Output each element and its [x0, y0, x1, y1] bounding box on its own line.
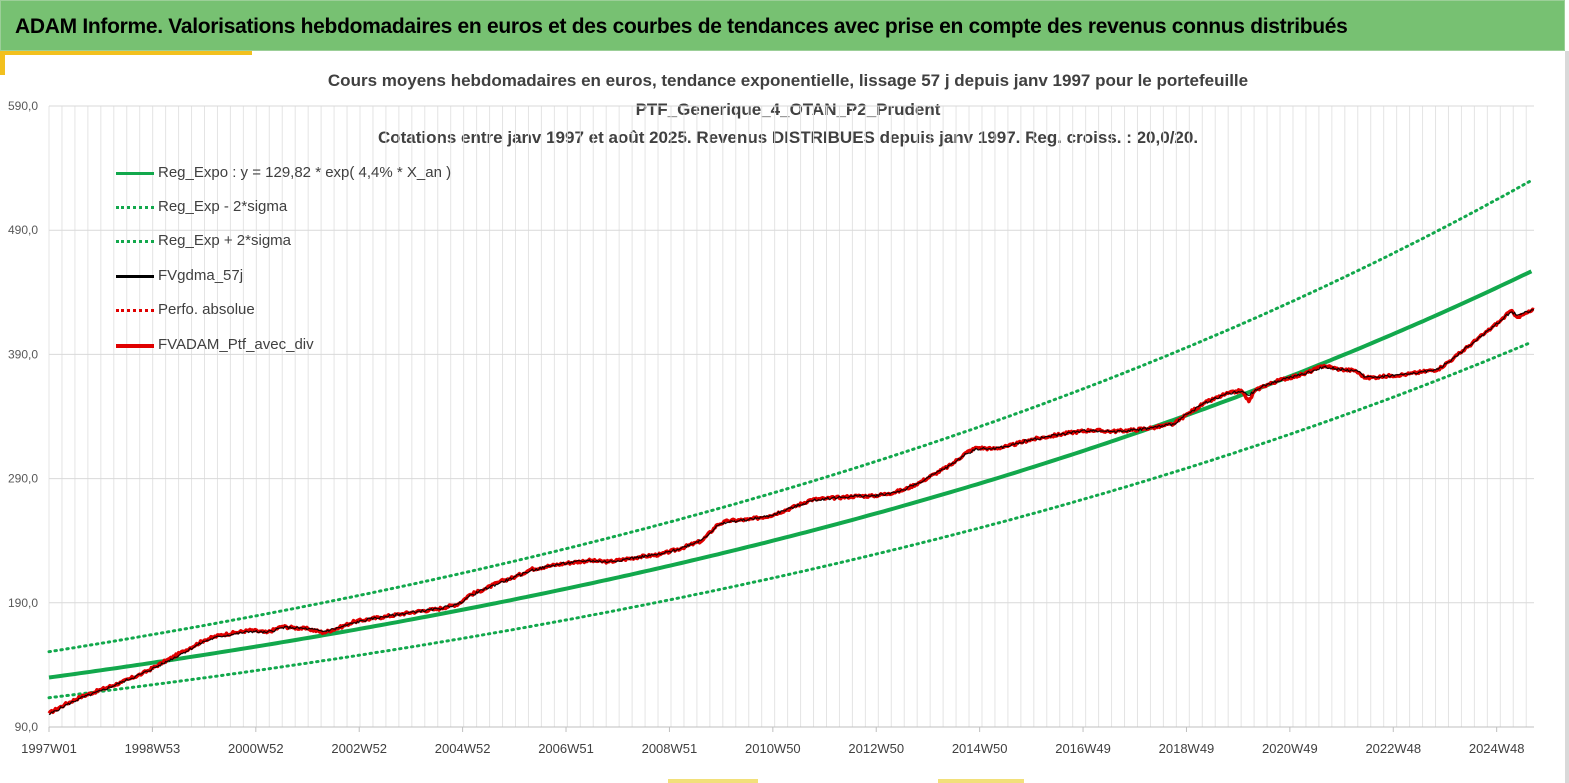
x-tick-label: 2012W50	[848, 741, 904, 756]
accent-bar-bottom	[938, 779, 1024, 783]
page-banner: ADAM Informe. Valorisations hebdomadaire…	[0, 0, 1565, 51]
accent-bar-left	[0, 51, 5, 75]
legend-label: Reg_Expo : y = 129,82 * exp( 4,4% * X_an…	[158, 164, 452, 181]
x-tick-label: 2024W48	[1469, 741, 1525, 756]
legend-swatch-fvadam	[116, 344, 154, 348]
legend-swatch-perf-absolue	[116, 309, 154, 312]
frame-border-right	[1565, 51, 1569, 783]
x-tick-label: 1997W01	[21, 741, 77, 756]
y-tick-label: 490,0	[8, 223, 38, 237]
legend-label: FVADAM_Ptf_avec_div	[158, 336, 314, 353]
y-tick-label: 90,0	[15, 720, 39, 734]
x-tick-label: 2000W52	[228, 741, 284, 756]
x-tick-label: 1998W53	[125, 741, 181, 756]
legend-swatch-reg-expo	[116, 172, 154, 175]
legend-label: Reg_Exp + 2*sigma	[158, 232, 291, 249]
legend-swatch-reg-exp-minus	[116, 206, 154, 209]
banner-title: ADAM Informe. Valorisations hebdomadaire…	[15, 15, 1348, 38]
chart-lines	[47, 179, 1535, 716]
x-tick-label: 2006W51	[538, 741, 594, 756]
y-axis-ticks: 90,0 190,0 290,0 390,0 490,0 590,0	[8, 99, 38, 734]
x-tick-label: 2004W52	[435, 741, 491, 756]
x-tick-label: 2010W50	[745, 741, 801, 756]
chart-title-line-1: Cours moyens hebdomadaires en euros, ten…	[327, 71, 1249, 90]
chart-grid	[48, 105, 1534, 728]
accent-bar-bottom	[668, 779, 758, 783]
x-tick-label: 2014W50	[952, 741, 1008, 756]
legend-swatch-reg-exp-plus	[116, 240, 154, 243]
x-tick-label: 2008W51	[642, 741, 698, 756]
accent-bar-top	[0, 51, 252, 55]
x-tick-label: 2016W49	[1055, 741, 1111, 756]
series-fvgdma-57j	[48, 309, 1535, 716]
series-reg-expo	[48, 269, 1533, 680]
y-tick-label: 390,0	[8, 347, 38, 361]
y-tick-label: 290,0	[8, 472, 38, 486]
legend-label: Perfo. absolue	[158, 301, 255, 318]
x-tick-label: 2022W48	[1365, 741, 1421, 756]
series-reg-exp-plus-2sigma	[47, 179, 1533, 654]
x-axis-ticks: 1997W01 1998W53 2000W52 2002W52 2004W52 2006W…	[21, 727, 1525, 756]
legend-label: Reg_Exp - 2*sigma	[158, 198, 288, 215]
x-tick-label: 2002W52	[331, 741, 387, 756]
legend-label: FVgdma_57j	[158, 267, 244, 284]
series-fvadam-ptf-avec-div	[47, 307, 1535, 715]
series-reg-exp-minus-2sigma	[47, 340, 1533, 700]
y-tick-label: 590,0	[8, 99, 38, 113]
x-tick-label: 2018W49	[1159, 741, 1215, 756]
x-tick-label: 2020W49	[1262, 741, 1318, 756]
legend-swatch-fvgdma	[116, 275, 154, 278]
chart-frame	[0, 51, 1569, 783]
y-tick-label: 190,0	[8, 596, 38, 610]
